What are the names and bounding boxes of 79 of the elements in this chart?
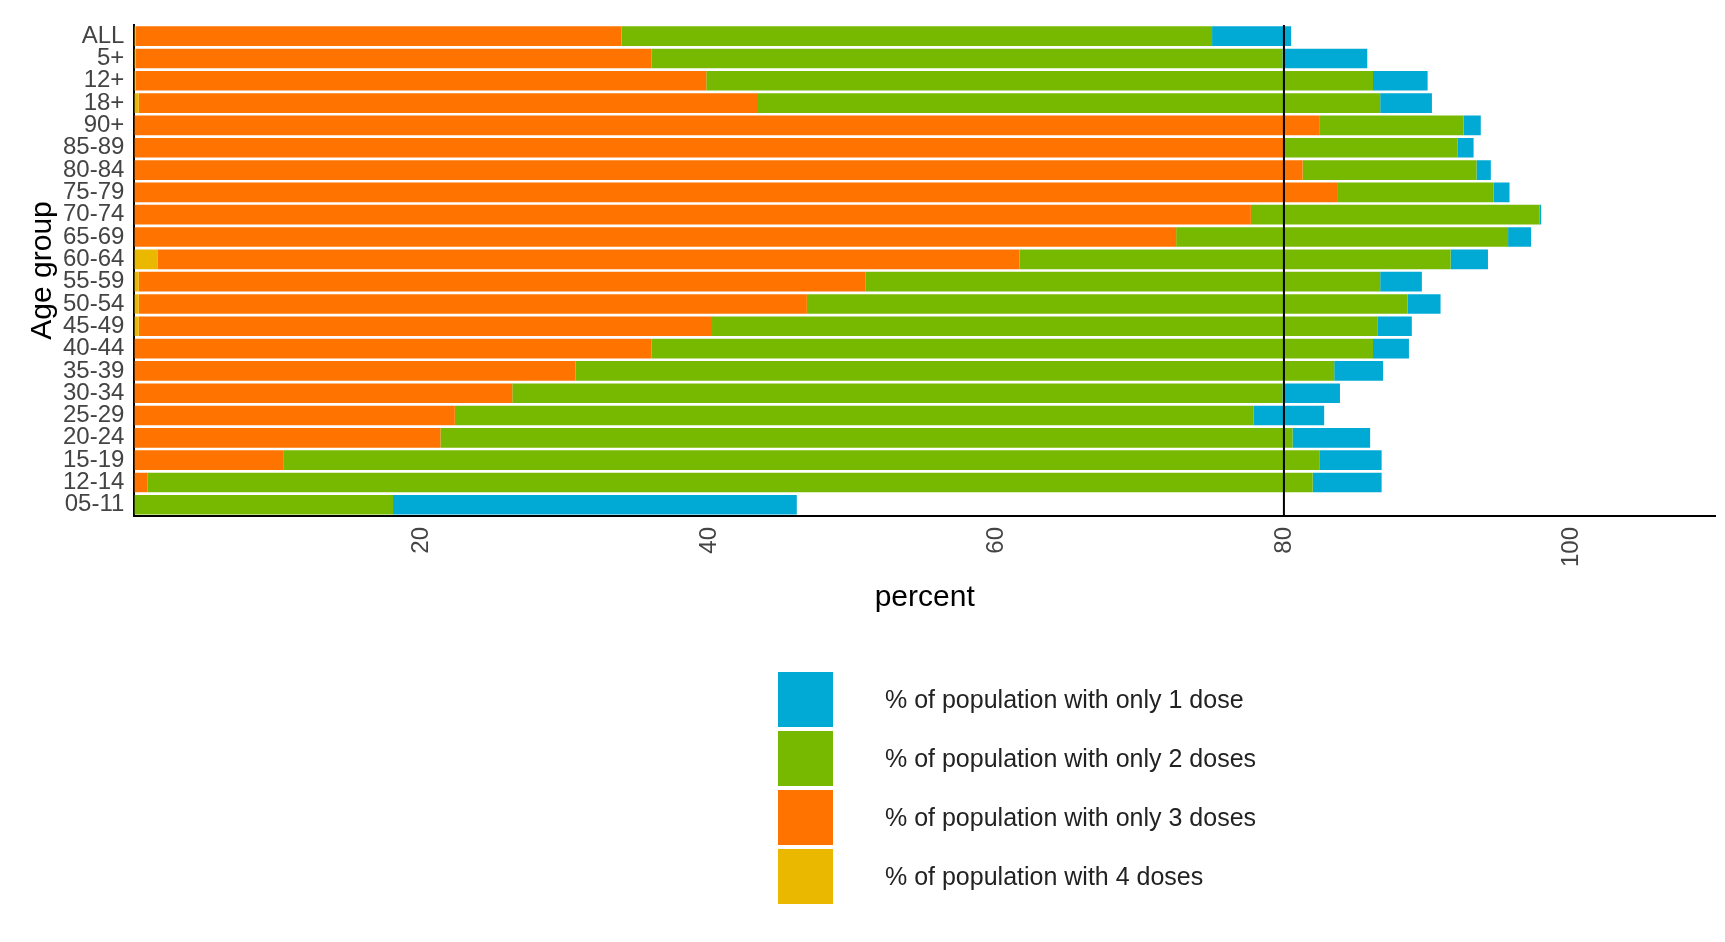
bar	[621, 26, 1213, 46]
bar	[1373, 70, 1428, 91]
bar	[512, 383, 1283, 404]
bar	[1302, 160, 1477, 180]
bar	[1319, 115, 1464, 136]
y-axis-title: Age group	[24, 201, 58, 340]
bar	[1337, 182, 1494, 203]
bar	[135, 26, 622, 46]
bar	[138, 316, 713, 337]
bar	[134, 450, 284, 470]
bar	[138, 271, 866, 292]
bar	[134, 227, 1177, 247]
bar	[1373, 338, 1409, 359]
bar	[1380, 93, 1432, 113]
bar	[454, 405, 1254, 426]
bar	[1176, 227, 1509, 247]
bar	[712, 316, 1378, 337]
bar	[1253, 405, 1325, 426]
bar	[1450, 249, 1488, 270]
bar	[134, 137, 1284, 158]
bar	[1407, 294, 1441, 314]
bar	[1377, 316, 1412, 337]
bar	[134, 472, 148, 493]
bar	[147, 472, 1313, 493]
bar	[134, 115, 1320, 136]
bar	[1334, 361, 1384, 381]
bar	[134, 494, 394, 515]
bar	[134, 294, 139, 314]
bar	[138, 294, 807, 314]
bar	[1476, 160, 1491, 180]
bar	[1312, 472, 1382, 493]
bar	[135, 48, 652, 69]
bar	[1283, 137, 1458, 158]
bar	[134, 93, 139, 113]
bar	[1250, 204, 1540, 225]
bar	[440, 428, 1293, 448]
legend-label: % of population with only 1 dose	[885, 685, 1244, 714]
bar	[1282, 48, 1368, 69]
legend-label: % of population with 4 doses	[885, 862, 1204, 891]
bar	[138, 93, 759, 113]
x-axis-title: percent	[874, 579, 976, 613]
bar	[134, 182, 1338, 203]
bar	[134, 204, 1251, 225]
bar	[806, 294, 1408, 314]
x-tick-label: 80	[1268, 526, 1296, 554]
bar	[651, 338, 1374, 359]
bar	[1463, 115, 1481, 136]
bar	[134, 338, 652, 359]
bar	[1457, 137, 1474, 158]
bar	[865, 271, 1381, 292]
bar	[1493, 182, 1510, 203]
bar	[1380, 271, 1422, 292]
bar	[393, 494, 797, 515]
bar	[1319, 450, 1382, 470]
bar	[134, 361, 576, 381]
bar	[134, 405, 455, 426]
bar	[1212, 26, 1292, 46]
bar	[157, 249, 1020, 270]
bar	[1508, 227, 1532, 247]
bar	[283, 450, 1320, 470]
bar	[135, 70, 707, 91]
x-tick-label: 20	[406, 526, 434, 554]
legend-label: % of population with only 2 doses	[885, 744, 1257, 773]
bar	[134, 249, 158, 270]
bar	[134, 383, 513, 404]
bar	[651, 48, 1283, 69]
bar	[706, 70, 1374, 91]
x-tick-label: 60	[981, 526, 1009, 554]
bar	[758, 93, 1381, 113]
legend-label: % of population with only 3 doses	[885, 803, 1257, 832]
x-tick-label: 100	[1555, 526, 1583, 567]
bar	[134, 316, 139, 337]
bar	[575, 361, 1335, 381]
bar	[1292, 428, 1371, 448]
x-tick-label: 40	[693, 526, 721, 554]
bar	[134, 428, 441, 448]
bar	[1282, 383, 1340, 404]
bar	[134, 160, 1303, 180]
bar	[1019, 249, 1451, 270]
